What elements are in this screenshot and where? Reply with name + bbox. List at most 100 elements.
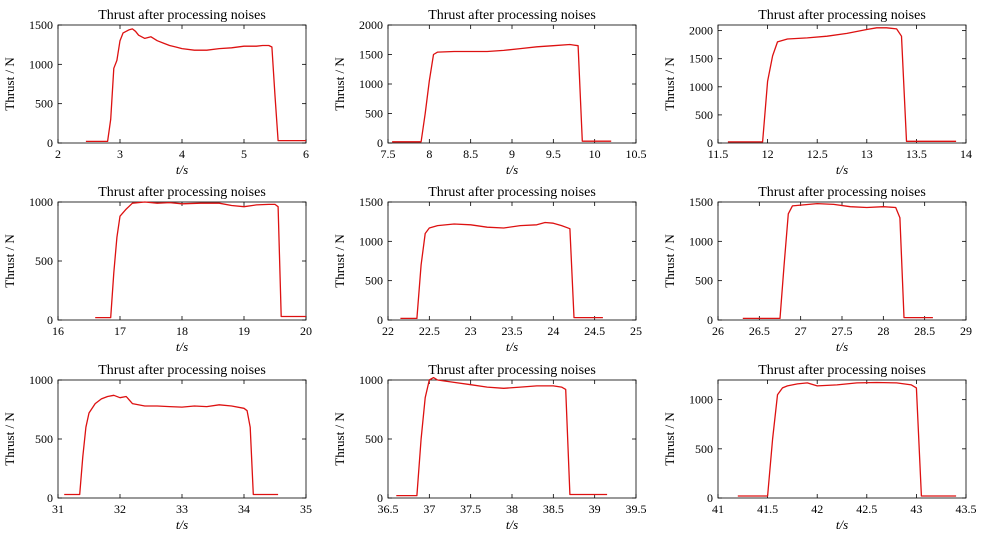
- x-tick-label: 32: [114, 502, 126, 516]
- x-tick-label: 42: [811, 502, 823, 516]
- y-axis-label: Thrust / N: [662, 57, 677, 111]
- x-tick-label: 6: [303, 147, 309, 161]
- y-tick-label: 1500: [689, 195, 713, 209]
- x-tick-label: 11.5: [708, 147, 729, 161]
- y-tick-label: 1500: [359, 195, 383, 209]
- x-tick-label: 4: [179, 147, 185, 161]
- x-tick-label: 28: [877, 324, 889, 338]
- x-tick-label: 22.5: [419, 324, 440, 338]
- x-axis-label: t/s: [176, 162, 188, 177]
- y-tick-label: 500: [695, 442, 713, 456]
- thrust-plot-5: Thrust after processing noises 22 22.5 23 23…: [332, 185, 642, 354]
- plot-title: Thrust after processing noises: [758, 363, 926, 378]
- plot-title: Thrust after processing noises: [428, 8, 596, 23]
- x-tick-label: 29: [960, 324, 972, 338]
- y-tick-label: 1000: [359, 234, 383, 248]
- x-tick-label: 9.5: [546, 147, 561, 161]
- x-tick-label: 39.5: [626, 502, 647, 516]
- plot-title: Thrust after processing noises: [758, 185, 926, 200]
- y-axis-label: Thrust / N: [2, 412, 17, 466]
- thrust-series-line: [400, 221, 603, 320]
- y-tick-label: 1500: [689, 52, 713, 66]
- x-tick-label: 5: [241, 147, 247, 161]
- x-axis-label: t/s: [506, 339, 518, 354]
- y-tick-label: 1500: [29, 18, 53, 32]
- y-tick-label: 0: [377, 136, 383, 150]
- x-tick-label: 34: [238, 502, 250, 516]
- thrust-series-line: [727, 27, 957, 143]
- x-tick-label: 25: [630, 324, 642, 338]
- y-tick-label: 500: [695, 274, 713, 288]
- plot-title: Thrust after processing noises: [98, 8, 266, 23]
- y-axis-label: Thrust / N: [2, 234, 17, 288]
- x-tick-label: 8: [426, 147, 432, 161]
- thrust-plot-7: Thrust after processing noises 31 32 33 34 35…: [2, 363, 312, 532]
- y-axis-label: Thrust / N: [662, 234, 677, 288]
- x-tick-label: 38.5: [543, 502, 564, 516]
- thrust-plot-3: Thrust after processing noises 11.5 12 12.5…: [662, 8, 972, 177]
- y-tick-label: 1500: [359, 48, 383, 62]
- x-tick-label: 37.5: [460, 502, 481, 516]
- y-tick-label: 1000: [29, 195, 53, 209]
- y-tick-label: 1000: [689, 393, 713, 407]
- x-tick-label: 13: [861, 147, 873, 161]
- x-axis-label: t/s: [836, 162, 848, 177]
- y-tick-label: 0: [47, 313, 53, 327]
- x-axis-label: t/s: [836, 339, 848, 354]
- y-axis-label: Thrust / N: [332, 412, 347, 466]
- x-tick-label: 35: [300, 502, 312, 516]
- thrust-series-line: [85, 28, 306, 143]
- x-tick-label: 22: [382, 324, 394, 338]
- x-tick-label: 12: [762, 147, 774, 161]
- x-tick-label: 31: [52, 502, 64, 516]
- y-tick-label: 1000: [359, 77, 383, 91]
- y-axis-label: Thrust / N: [332, 234, 347, 288]
- plot-frame: [717, 201, 967, 321]
- y-tick-label: 500: [365, 274, 383, 288]
- thrust-plot-9: Thrust after processing noises 41 41.5 42 42…: [662, 363, 977, 532]
- x-axis-label: t/s: [176, 517, 188, 532]
- x-tick-label: 9: [509, 147, 515, 161]
- plot-title: Thrust after processing noises: [98, 363, 266, 378]
- y-tick-label: 1000: [689, 234, 713, 248]
- y-axis-label: Thrust / N: [662, 412, 677, 466]
- y-tick-label: 1000: [689, 80, 713, 94]
- plot-frame: [57, 201, 307, 321]
- x-tick-label: 38: [506, 502, 518, 516]
- x-tick-label: 43.5: [956, 502, 977, 516]
- plot-frame: [57, 379, 307, 499]
- thrust-series-line: [742, 202, 933, 320]
- x-tick-label: 20: [300, 324, 312, 338]
- y-tick-label: 0: [47, 491, 53, 505]
- y-tick-label: 500: [35, 97, 53, 111]
- plot-title: Thrust after processing noises: [758, 8, 926, 23]
- y-tick-label: 2000: [689, 24, 713, 38]
- y-tick-label: 0: [707, 136, 713, 150]
- x-tick-label: 14: [960, 147, 972, 161]
- thrust-plot-1: Thrust after processing noises 2 3 4 5 6 0 500 1…: [2, 8, 309, 177]
- x-tick-label: 37: [423, 502, 435, 516]
- x-tick-label: 17: [114, 324, 126, 338]
- x-axis-label: t/s: [836, 517, 848, 532]
- y-tick-label: 2000: [359, 18, 383, 32]
- thrust-plot-4: Thrust after processing noises 16 17 18 19 20…: [2, 185, 312, 354]
- thrust-series-line: [737, 381, 957, 497]
- x-tick-label: 23.5: [502, 324, 523, 338]
- x-axis-label: t/s: [506, 517, 518, 532]
- plot-title: Thrust after processing noises: [98, 185, 266, 200]
- x-tick-label: 41: [712, 502, 724, 516]
- y-tick-label: 0: [707, 491, 713, 505]
- x-tick-label: 27.5: [832, 324, 853, 338]
- x-tick-label: 13.5: [906, 147, 927, 161]
- x-tick-label: 16: [52, 324, 64, 338]
- y-tick-label: 500: [35, 254, 53, 268]
- x-tick-label: 42.5: [856, 502, 877, 516]
- y-axis-label: Thrust / N: [2, 57, 17, 111]
- x-tick-label: 41.5: [757, 502, 778, 516]
- x-tick-label: 19: [238, 324, 250, 338]
- plot-frame: [717, 379, 967, 499]
- x-tick-label: 10.5: [626, 147, 647, 161]
- x-tick-label: 3: [117, 147, 123, 161]
- x-tick-label: 28.5: [914, 324, 935, 338]
